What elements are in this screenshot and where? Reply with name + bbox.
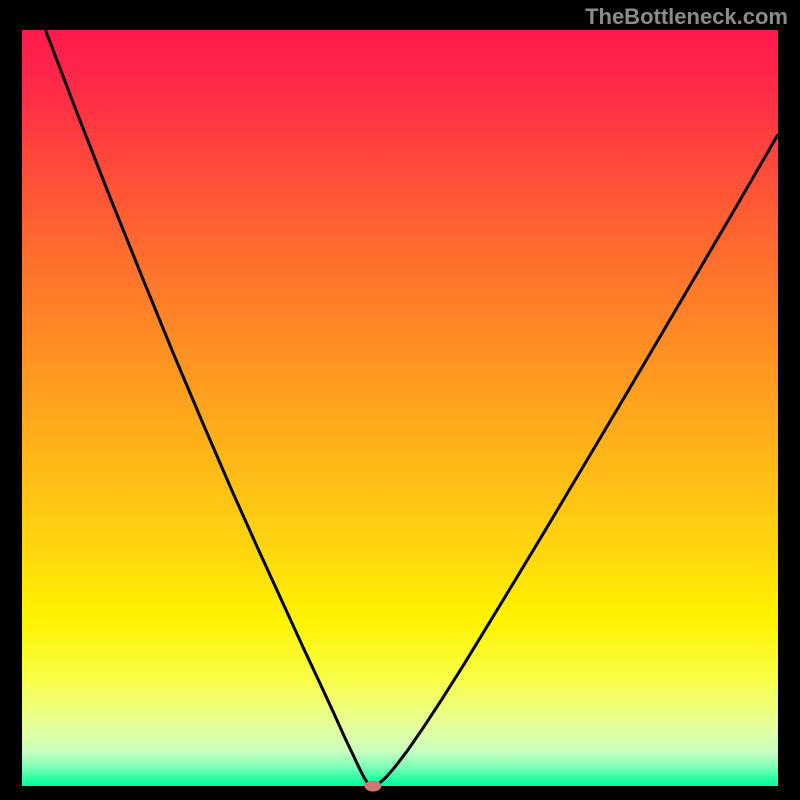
chart-container: TheBottleneck.com (0, 0, 800, 800)
plot-area (22, 30, 778, 786)
watermark-text: TheBottleneck.com (585, 4, 788, 30)
bottleneck-curve (22, 30, 778, 786)
optimal-point-marker (364, 780, 381, 791)
